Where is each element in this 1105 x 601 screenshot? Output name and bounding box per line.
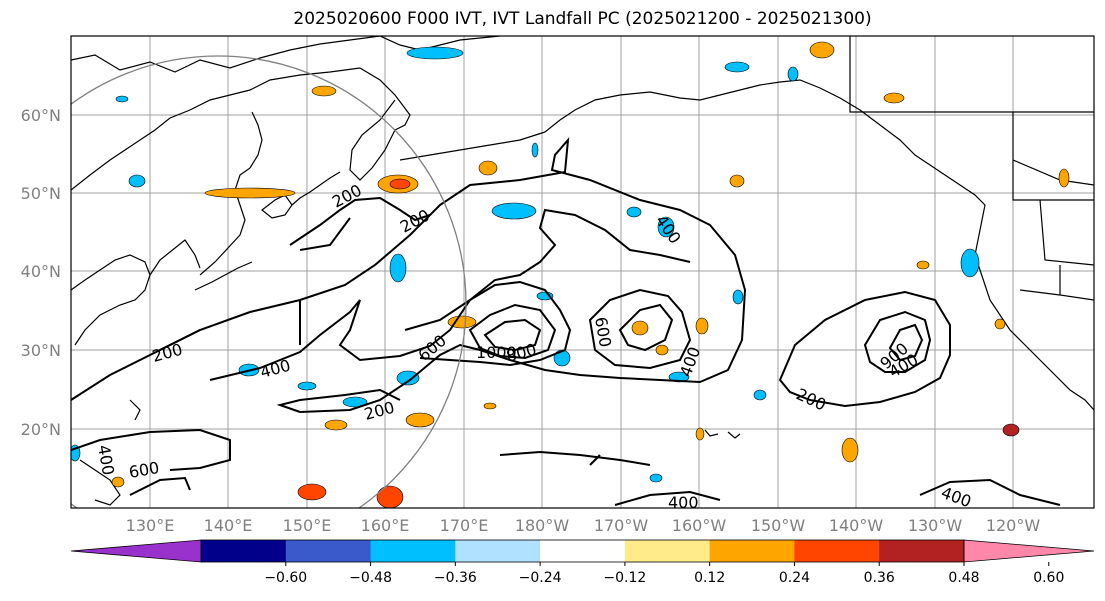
colorbar-outline	[200, 539, 965, 563]
colorbar-tick-label: −0.24	[519, 570, 562, 586]
lon-label: 180°W	[515, 516, 570, 535]
lon-label: 150°E	[283, 516, 332, 535]
lat-label: 60°N	[21, 106, 61, 125]
latitude-labels: 60°N 50°N 40°N 30°N 20°N	[21, 106, 61, 439]
lat-label: 30°N	[21, 341, 61, 360]
colorbar-segment	[624, 540, 711, 562]
colorbar-segment	[540, 540, 626, 562]
colorbar-segment	[794, 540, 880, 562]
colorbar: −0.60 −0.48 −0.36 −0.24 −0.12 0.12 0.24 0.36 0.4…	[70, 539, 1095, 586]
longitude-labels: 130°E 140°E 150°E 160°E 170°E 180°W 170°…	[126, 516, 1041, 535]
lat-label: 50°N	[21, 184, 61, 203]
colorbar-segment	[455, 540, 541, 562]
colorbar-segment	[879, 540, 965, 562]
ivt-contours	[71, 136, 1061, 506]
coastlines	[71, 36, 1094, 506]
map-title: 2025020600 F000 IVT, IVT Landfall PC (20…	[293, 9, 872, 29]
colorbar-tick-label: 0.12	[694, 570, 725, 586]
colorbar-segment	[370, 540, 456, 562]
colorbar-segment	[201, 540, 287, 562]
colorbar-tick-label: −0.12	[603, 570, 646, 586]
colorbar-tick-label: 0.48	[948, 570, 979, 586]
colorbar-extend-max	[963, 539, 1095, 563]
colorbar-tick-label: −0.60	[264, 570, 307, 586]
colorbar-segment	[709, 540, 795, 562]
lat-label: 20°N	[21, 420, 61, 439]
map-frame	[70, 35, 1095, 509]
colorbar-extend-min	[70, 539, 202, 563]
negative-anomaly-fills	[71, 46, 980, 483]
colorbar-tick-label: −0.36	[434, 570, 477, 586]
lon-label: 140°E	[204, 516, 253, 535]
colorbar-tick-label: −0.48	[349, 570, 392, 586]
lon-label: 160°E	[361, 516, 410, 535]
lon-label: 170°W	[594, 516, 649, 535]
contour-label: 400	[668, 493, 699, 512]
lon-label: 140°W	[829, 516, 884, 535]
colorbar-tick-label: 0.36	[864, 570, 895, 586]
lon-label: 150°W	[751, 516, 806, 535]
lon-label: 120°W	[986, 516, 1041, 535]
contour-label: 1000	[476, 343, 517, 362]
landfall-radius-circle	[71, 55, 467, 508]
lon-label: 170°E	[440, 516, 489, 535]
colorbar-tick-label: 0.60	[1033, 570, 1064, 586]
lon-label: 160°W	[672, 516, 727, 535]
colorbar-segment	[285, 540, 372, 562]
lon-label: 130°W	[908, 516, 963, 535]
lat-label: 40°N	[21, 262, 61, 281]
positive-anomaly-fills	[111, 41, 1070, 508]
lon-label: 130°E	[126, 516, 175, 535]
colorbar-tick-label: 0.24	[779, 570, 810, 586]
